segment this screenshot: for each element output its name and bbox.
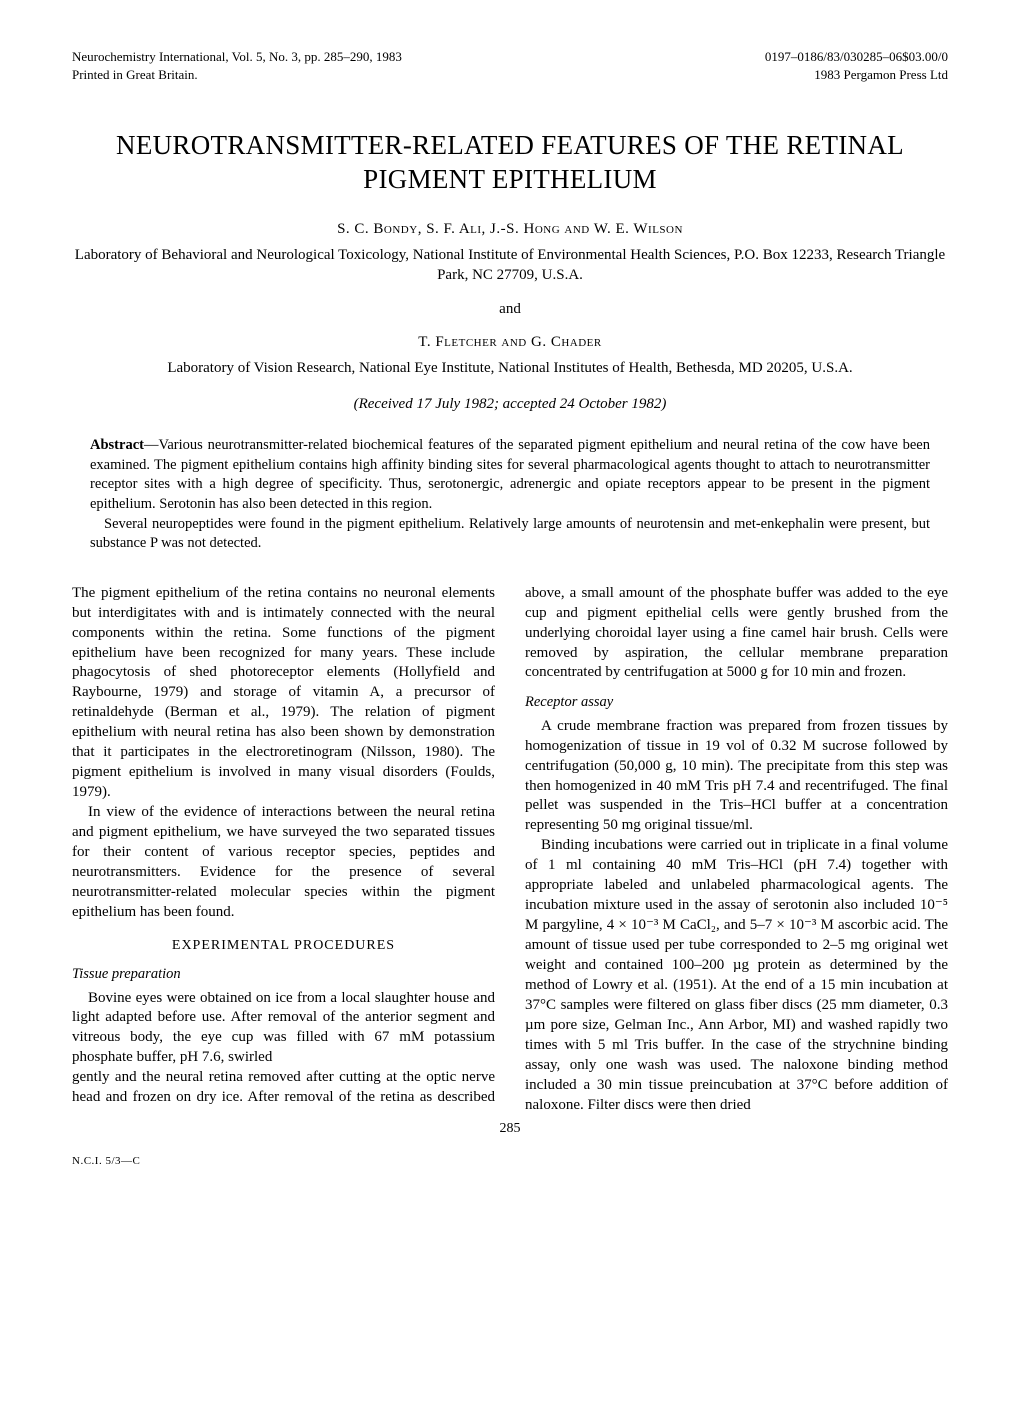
section-experimental: EXPERIMENTAL PROCEDURES bbox=[72, 937, 495, 956]
abstract-block: Abstract—Various neurotransmitter-relate… bbox=[90, 436, 930, 553]
intro-p1: The pigment epithelium of the retina con… bbox=[72, 584, 495, 803]
and-separator: and bbox=[72, 299, 948, 319]
page-number: 285 bbox=[72, 1121, 948, 1137]
affiliation-2: Laboratory of Vision Research, National … bbox=[72, 358, 948, 378]
subhead-receptor: Receptor assay bbox=[525, 693, 948, 712]
body-columns: The pigment epithelium of the retina con… bbox=[72, 584, 948, 1116]
authors-line-1: S. C. Bondy, S. F. Ali, J.-S. Hong and W… bbox=[72, 219, 948, 239]
header-right: 0197–0186/83/030285–06$03.00/0 1983 Perg… bbox=[765, 48, 948, 83]
affiliation-1: Laboratory of Behavioral and Neurologica… bbox=[72, 245, 948, 286]
article-title: NEUROTRANSMITTER-RELATED FEATURES OF THE… bbox=[72, 129, 948, 197]
tissue-p1: Bovine eyes were obtained on ice from a … bbox=[72, 989, 495, 1069]
subhead-tissue: Tissue preparation bbox=[72, 965, 495, 984]
footer-code: N.C.I. 5/3—C bbox=[72, 1155, 948, 1167]
authors-line-2: T. Fletcher and G. Chader bbox=[72, 332, 948, 352]
receptor-p2: Binding incubations were carried out in … bbox=[525, 836, 948, 1115]
running-header: Neurochemistry International, Vol. 5, No… bbox=[72, 48, 948, 83]
abstract-p2: Several neuropeptides were found in the … bbox=[90, 515, 930, 554]
received-line: (Received 17 July 1982; accepted 24 Octo… bbox=[72, 394, 948, 414]
abstract-p1: —Various neurotransmitter-related bioche… bbox=[90, 437, 930, 512]
abstract-label: Abstract bbox=[90, 437, 144, 453]
header-left: Neurochemistry International, Vol. 5, No… bbox=[72, 48, 402, 83]
intro-p2: In view of the evidence of interactions … bbox=[72, 803, 495, 923]
receptor-p1: A crude membrane fraction was prepared f… bbox=[525, 717, 948, 837]
